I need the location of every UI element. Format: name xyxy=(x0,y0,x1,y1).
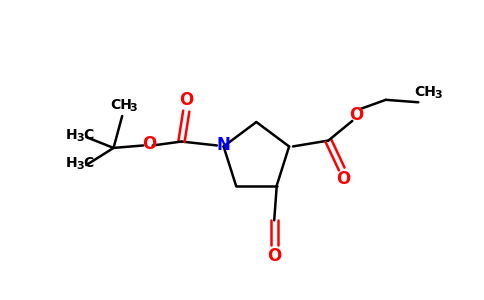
Text: 3: 3 xyxy=(76,161,84,171)
Text: CH: CH xyxy=(414,85,437,100)
Text: O: O xyxy=(349,106,363,124)
Text: 3: 3 xyxy=(434,90,442,100)
Text: O: O xyxy=(179,91,194,109)
Text: C: C xyxy=(84,128,94,142)
Text: CH: CH xyxy=(110,98,132,112)
Text: C: C xyxy=(84,156,94,170)
Text: H: H xyxy=(66,128,78,142)
Text: N: N xyxy=(217,136,230,154)
Text: 3: 3 xyxy=(129,103,136,113)
Text: H: H xyxy=(66,156,78,170)
Text: O: O xyxy=(336,170,351,188)
Text: O: O xyxy=(142,136,156,154)
Text: O: O xyxy=(267,247,281,265)
Text: 3: 3 xyxy=(76,133,84,143)
